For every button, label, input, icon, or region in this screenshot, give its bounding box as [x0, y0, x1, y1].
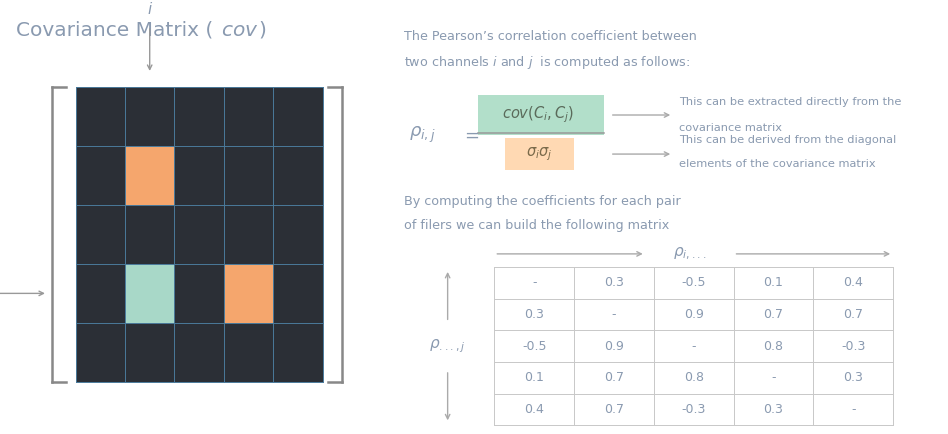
Text: $\mathit{cov}(C_i, C_j)$: $\mathit{cov}(C_i, C_j)$	[502, 105, 574, 125]
Text: 0.1: 0.1	[763, 276, 783, 289]
Text: Covariance Matrix (: Covariance Matrix (	[16, 21, 213, 40]
Text: By computing the coefficients for each pair: By computing the coefficients for each p…	[404, 195, 681, 208]
Text: 0.3: 0.3	[524, 308, 544, 321]
Bar	[76, 87, 322, 382]
Text: two channels $\it{i}$ and $\it{j}$  is computed as follows:: two channels $\it{i}$ and $\it{j}$ is co…	[404, 54, 689, 72]
Text: -: -	[691, 340, 696, 352]
Text: covariance matrix: covariance matrix	[679, 123, 781, 133]
Bar	[224, 264, 273, 323]
Text: This can be derived from the diagonal: This can be derived from the diagonal	[679, 135, 896, 145]
Text: 0.3: 0.3	[604, 276, 624, 289]
Text: -: -	[851, 403, 855, 416]
Text: 0.8: 0.8	[684, 372, 703, 384]
Text: 0.9: 0.9	[604, 340, 624, 352]
Text: elements of the covariance matrix: elements of the covariance matrix	[679, 159, 875, 169]
Bar	[478, 95, 605, 135]
Text: -0.5: -0.5	[522, 340, 546, 352]
Text: $i$: $i$	[147, 1, 153, 16]
Text: 0.9: 0.9	[684, 308, 703, 321]
Text: 0.8: 0.8	[763, 340, 783, 352]
Text: ): )	[259, 21, 266, 40]
Text: 0.7: 0.7	[604, 403, 624, 416]
Text: -: -	[611, 308, 616, 321]
Text: 0.7: 0.7	[763, 308, 783, 321]
Bar	[125, 264, 174, 323]
Text: $=$: $=$	[462, 125, 480, 144]
Text: $\rho_{...,j}$: $\rho_{...,j}$	[429, 337, 465, 355]
Text: $\sigma_i\sigma_j$: $\sigma_i\sigma_j$	[526, 145, 553, 163]
Text: $\rho_{i,j}$: $\rho_{i,j}$	[410, 125, 436, 145]
Text: 0.3: 0.3	[763, 403, 783, 416]
Text: $\rho_{i,...}$: $\rho_{i,...}$	[673, 246, 706, 262]
Text: 0.4: 0.4	[843, 276, 863, 289]
Text: 0.4: 0.4	[524, 403, 544, 416]
Bar	[125, 146, 174, 205]
Bar	[505, 138, 574, 170]
Text: 0.7: 0.7	[843, 308, 863, 321]
Text: of filers we can build the following matrix: of filers we can build the following mat…	[404, 219, 669, 232]
Text: -0.3: -0.3	[682, 403, 706, 416]
Text: This can be extracted directly from the: This can be extracted directly from the	[679, 97, 901, 107]
Text: -: -	[532, 276, 537, 289]
Text: -: -	[771, 372, 775, 384]
Text: 0.3: 0.3	[843, 372, 863, 384]
Text: 0.1: 0.1	[524, 372, 544, 384]
Text: -0.3: -0.3	[841, 340, 866, 352]
Text: The Pearson’s correlation coefficient between: The Pearson’s correlation coefficient be…	[404, 30, 697, 43]
Text: $\mathit{cov}$: $\mathit{cov}$	[221, 21, 259, 40]
Text: 0.7: 0.7	[604, 372, 624, 384]
Text: -0.5: -0.5	[682, 276, 706, 289]
